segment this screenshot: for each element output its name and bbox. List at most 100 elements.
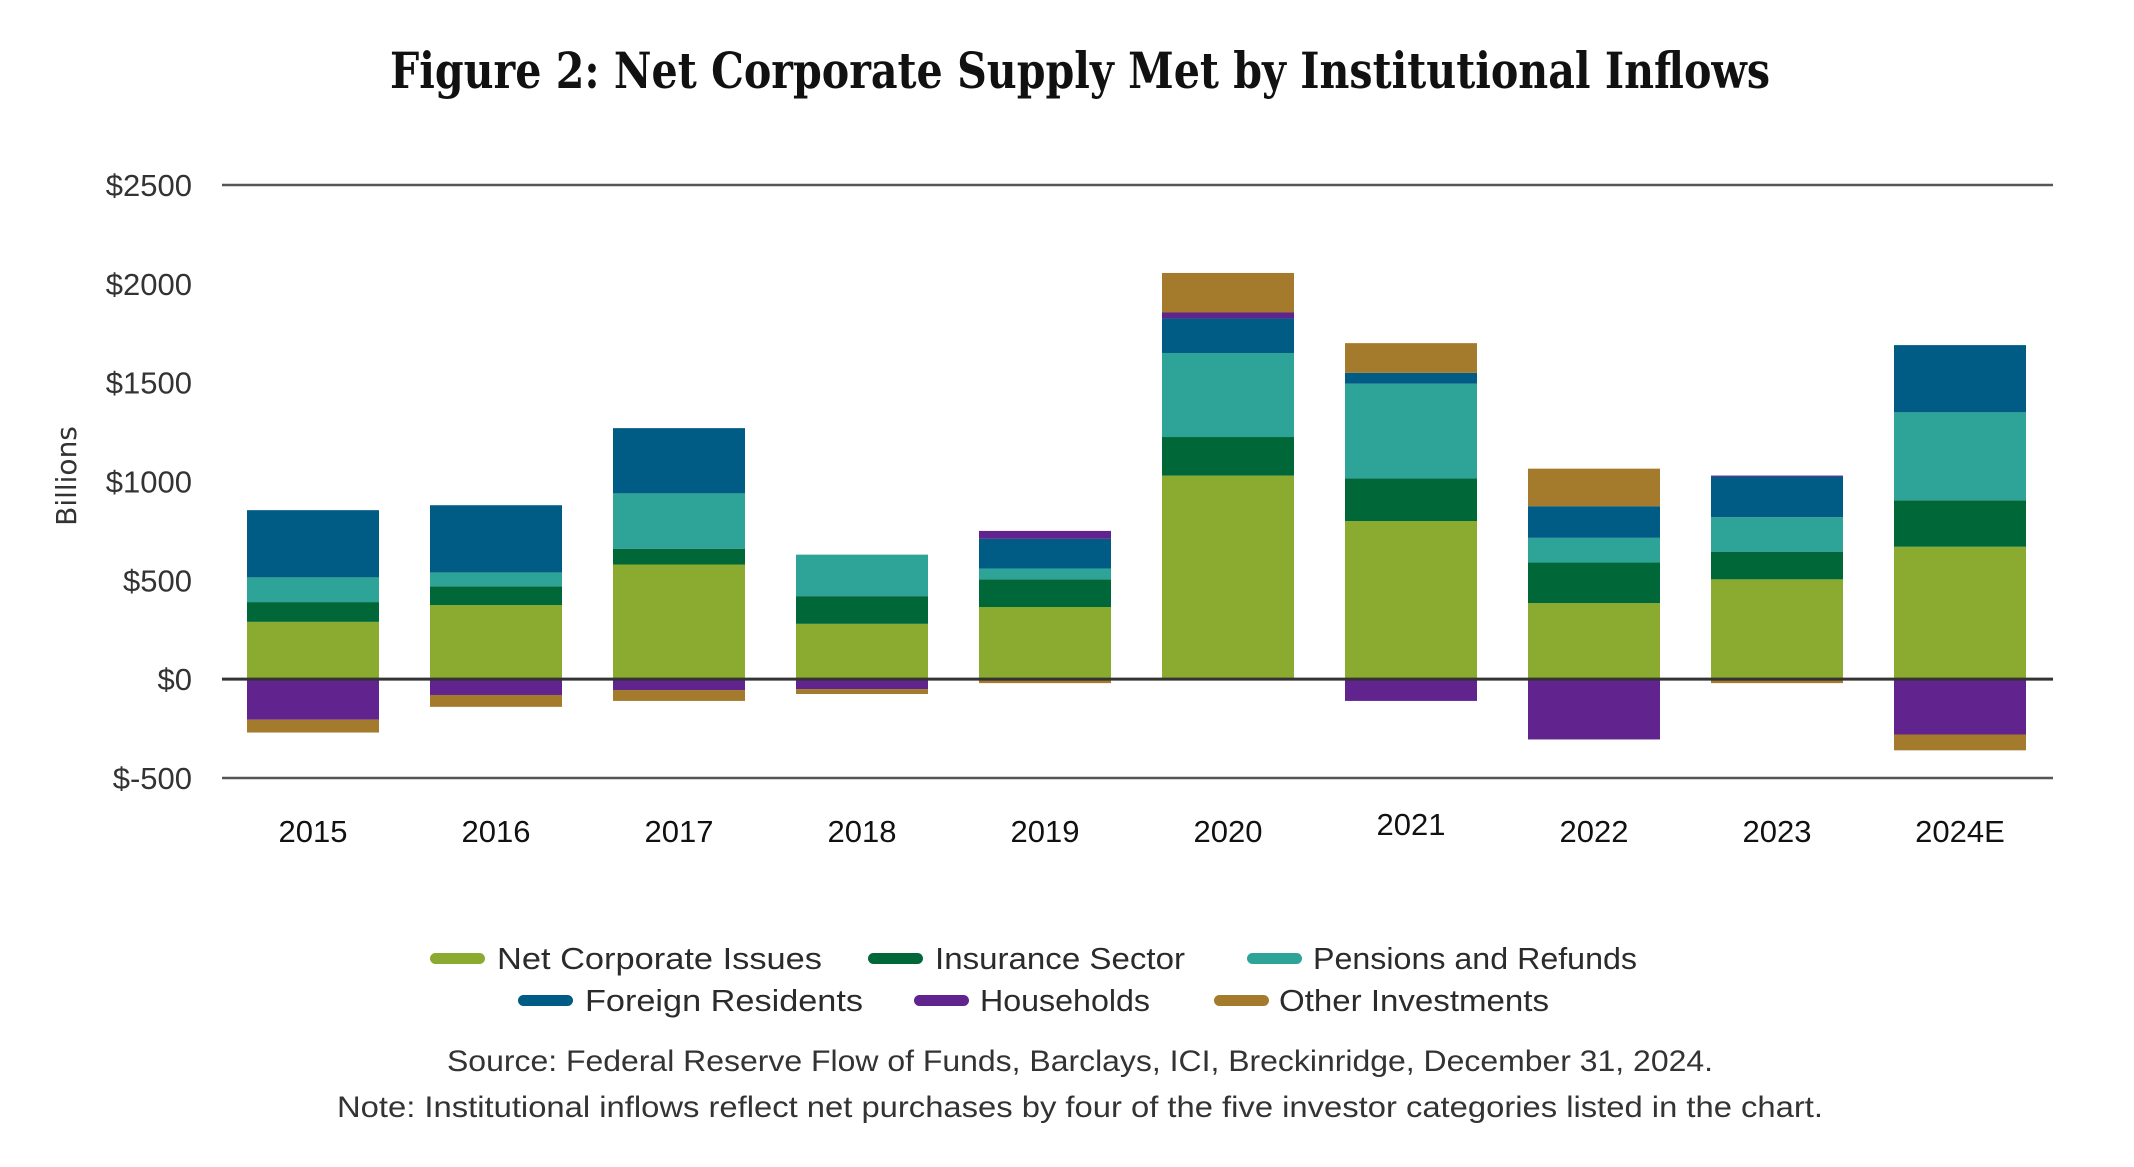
- x-tick-label: 2024E: [1915, 814, 2005, 849]
- bars: [247, 272, 2026, 751]
- legend-label: Insurance Sector: [935, 941, 1185, 976]
- legend-label: Pensions and Refunds: [1313, 941, 1637, 976]
- bar-segment-foreign-residents-2015: [247, 510, 379, 578]
- legend-item-other-investments: Other Investments: [1214, 983, 1549, 1018]
- bar-segment-net-corporate-issues-2023: [1711, 579, 1843, 680]
- bar-segment-foreign-residents-2021: [1345, 372, 1477, 384]
- bar-segment-other-investments-2019: [979, 679, 1111, 684]
- bar-segment-net-corporate-issues-2021: [1345, 521, 1477, 680]
- bar-segment-foreign-residents-2016: [430, 505, 562, 573]
- bar-segment-foreign-residents-2023: [1711, 476, 1843, 518]
- x-tick-label: 2016: [462, 814, 531, 849]
- bar-segment-foreign-residents-2019: [979, 538, 1111, 569]
- x-tick-label: 2019: [1011, 814, 1080, 849]
- bar-segment-households-2018: [796, 679, 928, 690]
- legend-item-pensions-and-refunds: Pensions and Refunds: [1247, 941, 1637, 976]
- bar-segment-other-investments-2016: [430, 694, 562, 707]
- bar-segment-other-investments-2017: [613, 690, 745, 701]
- bar-segment-households-2022: [1528, 679, 1660, 740]
- legend-label: Foreign Residents: [585, 983, 863, 1018]
- legend-item-households: Households: [914, 983, 1150, 1018]
- legend-swatch: [868, 953, 923, 964]
- bar-segment-pensions-and-refunds-2023: [1711, 517, 1843, 552]
- x-tick-label: 2023: [1743, 814, 1812, 849]
- bar-segment-net-corporate-issues-2015: [247, 621, 379, 680]
- bar-segment-other-investments-2020: [1162, 272, 1294, 313]
- y-tick-label: $1500: [106, 366, 192, 401]
- bar-segment-households-2015: [247, 679, 379, 720]
- bar-segment-foreign-residents-2020: [1162, 318, 1294, 354]
- legend-swatch: [518, 995, 573, 1006]
- bar-segment-households-2016: [430, 679, 562, 695]
- bar-segment-pensions-and-refunds-2021: [1345, 383, 1477, 479]
- bar-segment-foreign-residents-2017: [613, 428, 745, 494]
- y-tick-label: $1000: [106, 465, 192, 500]
- bar-segment-foreign-residents-2022: [1528, 506, 1660, 538]
- bar-segment-households-2017: [613, 679, 745, 691]
- grid-lines: [222, 183, 2053, 780]
- legend-swatch: [914, 995, 969, 1006]
- bar-segment-insurance-sector-2019: [979, 579, 1111, 608]
- bar-segment-foreign-residents-2024E: [1894, 345, 2026, 413]
- bar-segment-insurance-sector-2017: [613, 548, 745, 565]
- legend-label: Households: [980, 983, 1150, 1018]
- bar-segment-households-2020: [1162, 312, 1294, 319]
- x-tick-label: 2015: [279, 814, 348, 849]
- bar-segment-net-corporate-issues-2024E: [1894, 546, 2026, 680]
- bar-segment-insurance-sector-2016: [430, 586, 562, 606]
- bar-segment-households-2023: [1711, 475, 1843, 477]
- x-axis-ticks: 2015 2016 2017 2018 2019 2020 2021 2022 2023 2024…: [279, 807, 2005, 849]
- bar-segment-net-corporate-issues-2016: [430, 605, 562, 680]
- footnote: Note: Institutional inflows reflect net …: [337, 1091, 1823, 1124]
- bar-segment-other-investments-2018: [796, 689, 928, 694]
- legend-swatch: [1214, 995, 1269, 1006]
- legend-swatch: [1247, 953, 1302, 964]
- bar-segment-net-corporate-issues-2018: [796, 623, 928, 680]
- bar-segment-pensions-and-refunds-2018: [796, 554, 928, 597]
- bar-segment-pensions-and-refunds-2016: [430, 572, 562, 587]
- x-tick-label: 2018: [828, 814, 897, 849]
- y-tick-label: $0: [158, 662, 192, 697]
- chart-title: Figure 2: Net Corporate Supply Met by In…: [390, 41, 1770, 100]
- x-tick-label: 2021: [1377, 807, 1446, 842]
- bar-segment-pensions-and-refunds-2022: [1528, 537, 1660, 563]
- x-tick-label: 2020: [1194, 814, 1263, 849]
- legend-item-insurance-sector: Insurance Sector: [868, 941, 1185, 976]
- bar-segment-other-investments-2015: [247, 719, 379, 733]
- bar-segment-insurance-sector-2024E: [1894, 500, 2026, 547]
- x-tick-label: 2017: [645, 814, 714, 849]
- bar-segment-pensions-and-refunds-2024E: [1894, 412, 2026, 501]
- bar-segment-insurance-sector-2022: [1528, 562, 1660, 604]
- legend-label: Other Investments: [1279, 983, 1549, 1018]
- legend-swatch: [430, 953, 485, 964]
- legend: Net Corporate Issues Insurance Sector Pens…: [430, 941, 1637, 1018]
- bar-segment-net-corporate-issues-2020: [1162, 475, 1294, 680]
- bar-segment-pensions-and-refunds-2020: [1162, 353, 1294, 438]
- x-tick-label: 2022: [1560, 814, 1629, 849]
- bar-segment-net-corporate-issues-2022: [1528, 603, 1660, 680]
- bar-segment-insurance-sector-2023: [1711, 551, 1843, 580]
- y-axis-ticks: $2500 $2000 $1500 $1000 $500 $0 $-500: [106, 168, 192, 796]
- y-tick-label: $500: [123, 563, 192, 598]
- source-note: Source: Federal Reserve Flow of Funds, B…: [447, 1045, 1713, 1078]
- legend-label: Net Corporate Issues: [497, 941, 822, 976]
- bar-segment-other-investments-2023: [1711, 679, 1843, 684]
- bar-segment-other-investments-2022: [1528, 468, 1660, 507]
- bar-segment-households-2019: [979, 530, 1111, 539]
- bar-segment-insurance-sector-2021: [1345, 478, 1477, 522]
- y-tick-label: $-500: [113, 761, 192, 796]
- bar-segment-pensions-and-refunds-2017: [613, 493, 745, 549]
- y-axis-label: Billions: [50, 426, 83, 526]
- bar-segment-net-corporate-issues-2017: [613, 564, 745, 680]
- bar-segment-insurance-sector-2015: [247, 602, 379, 622]
- bar-segment-insurance-sector-2020: [1162, 437, 1294, 476]
- bar-segment-pensions-and-refunds-2015: [247, 577, 379, 603]
- legend-item-net-corporate-issues: Net Corporate Issues: [430, 941, 822, 976]
- y-tick-label: $2500: [106, 168, 192, 203]
- bar-segment-other-investments-2021: [1345, 343, 1477, 373]
- bar-segment-households-2021: [1345, 679, 1477, 701]
- legend-item-foreign-residents: Foreign Residents: [518, 983, 863, 1018]
- bar-segment-other-investments-2024E: [1894, 734, 2026, 751]
- y-tick-label: $2000: [106, 267, 192, 302]
